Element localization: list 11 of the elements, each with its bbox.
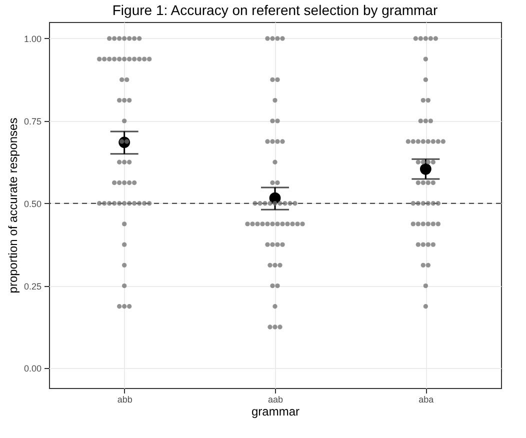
y-tick-label: 0.75 [24, 116, 42, 126]
y-tick-label: 0.50 [24, 198, 42, 209]
y-tick-label: 1.00 [24, 34, 42, 44]
chart-title: Figure 1: Accuracy on referent selection by grammar [112, 2, 438, 18]
x-tick-label: abb [117, 394, 132, 404]
y-tick-label: 0.00 [24, 364, 42, 374]
x-axis-title: grammar [251, 404, 300, 418]
x-tick-label: aba [418, 394, 434, 404]
y-tick-label: 0.25 [24, 281, 42, 292]
x-tick-label: aab [268, 394, 284, 404]
y-axis-title: proportion of accurate responses [6, 118, 20, 294]
